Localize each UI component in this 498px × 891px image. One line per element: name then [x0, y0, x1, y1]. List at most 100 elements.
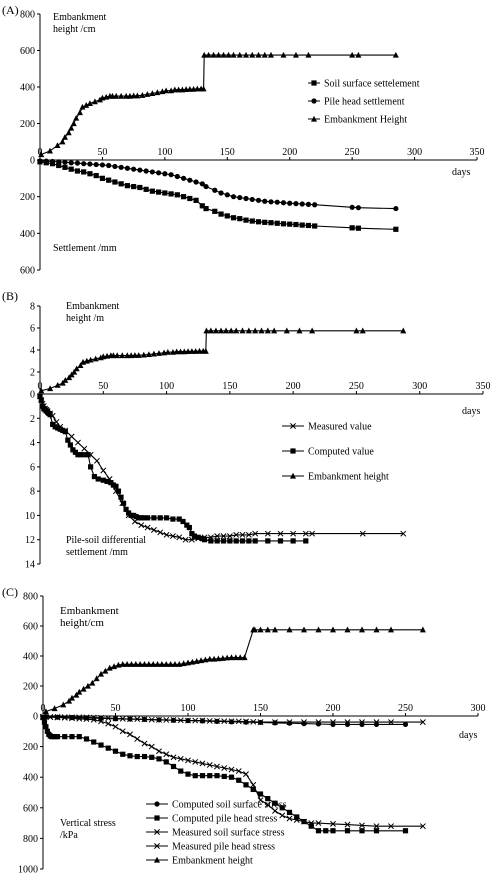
data-point [214, 773, 220, 779]
x-tick-label: 200 [286, 381, 301, 392]
data-point [47, 714, 54, 721]
data-point [393, 205, 399, 212]
data-point [258, 327, 265, 334]
data-point [99, 175, 106, 181]
legend-marker [154, 829, 160, 835]
data-point [74, 168, 81, 174]
data-point [308, 820, 315, 827]
data-point [40, 713, 46, 720]
series-line [39, 160, 396, 210]
data-point [223, 327, 230, 334]
panel-c-plot: 0 50 100 150 200 250 300days200400600800020040… [18, 592, 486, 876]
data-point [255, 51, 262, 58]
data-point [193, 179, 199, 185]
data-point [56, 159, 62, 165]
data-point [188, 348, 195, 354]
data-point [217, 327, 224, 334]
series-line [39, 396, 404, 541]
data-point [163, 515, 170, 521]
data-point [127, 716, 133, 723]
data-point [60, 701, 67, 708]
data-point [115, 661, 122, 668]
x-tick-label: 0 [41, 703, 46, 714]
data-point [111, 663, 118, 670]
data-point [149, 188, 155, 194]
legend-marker [154, 843, 160, 849]
series-bottom-3 [40, 713, 426, 830]
data-point [330, 626, 336, 633]
data-point [69, 715, 75, 722]
data-point [323, 828, 329, 834]
legend-marker [154, 801, 160, 807]
data-point [215, 51, 222, 58]
data-point [252, 538, 258, 544]
y-tick-label: 0 [33, 712, 38, 723]
y-tick-label: 200 [23, 682, 38, 693]
data-point [95, 476, 101, 482]
data-point [287, 221, 293, 227]
data-point [180, 660, 187, 667]
data-point [61, 714, 68, 721]
data-point [77, 452, 84, 458]
data-point [196, 347, 203, 354]
legend: Measured value Computed value Embankment h… [282, 422, 389, 483]
data-point [349, 51, 356, 58]
data-point [293, 221, 299, 228]
data-point [134, 753, 140, 760]
data-point [286, 626, 293, 633]
data-point [68, 160, 74, 166]
data-point [224, 654, 231, 661]
data-point [268, 220, 274, 226]
y-axis-label-top: height /cm [53, 24, 96, 35]
data-point [220, 538, 227, 544]
x-tick-label: 200 [282, 147, 297, 158]
data-point [163, 717, 170, 723]
data-point [150, 350, 157, 357]
data-point [355, 205, 361, 211]
data-point [265, 796, 271, 802]
data-point [185, 771, 191, 777]
data-point [119, 352, 126, 359]
legend: Soil surface settelement Pile head settle… [308, 79, 420, 126]
data-point [118, 181, 124, 187]
data-point [163, 87, 170, 94]
data-point [255, 219, 262, 225]
x-tick-label: 200 [326, 703, 341, 714]
data-point [156, 189, 162, 195]
data-point [76, 688, 83, 695]
data-point [262, 198, 268, 204]
legend-label: Computed value [308, 447, 374, 458]
y-tick-label: 2 [30, 368, 35, 379]
data-point [119, 661, 126, 667]
data-point [308, 823, 314, 829]
data-point [141, 716, 148, 723]
data-point [239, 327, 246, 334]
x-tick-label: 0 [38, 381, 43, 392]
data-point [85, 452, 91, 458]
x-tick-label: 50 [98, 381, 108, 392]
data-point [249, 196, 255, 203]
data-point [127, 753, 133, 759]
data-point [349, 204, 355, 210]
data-point [137, 167, 143, 173]
data-point [49, 158, 56, 165]
data-point [212, 187, 218, 193]
data-point [255, 197, 262, 203]
y-tick-label: 400 [20, 229, 35, 240]
data-point [134, 92, 141, 99]
data-point [233, 531, 240, 538]
data-point [264, 530, 271, 537]
data-point [162, 171, 168, 177]
data-point [91, 739, 97, 745]
data-point [257, 791, 264, 797]
legend-marker [154, 856, 160, 863]
data-point [214, 533, 221, 540]
data-point [137, 661, 144, 667]
data-point [93, 161, 99, 168]
data-point [170, 754, 177, 761]
y-axis-label-bottom: /kPa [60, 830, 78, 841]
y-tick-label: 200 [20, 119, 35, 130]
data-point [201, 51, 208, 58]
data-point [131, 183, 137, 190]
data-point [141, 661, 148, 667]
